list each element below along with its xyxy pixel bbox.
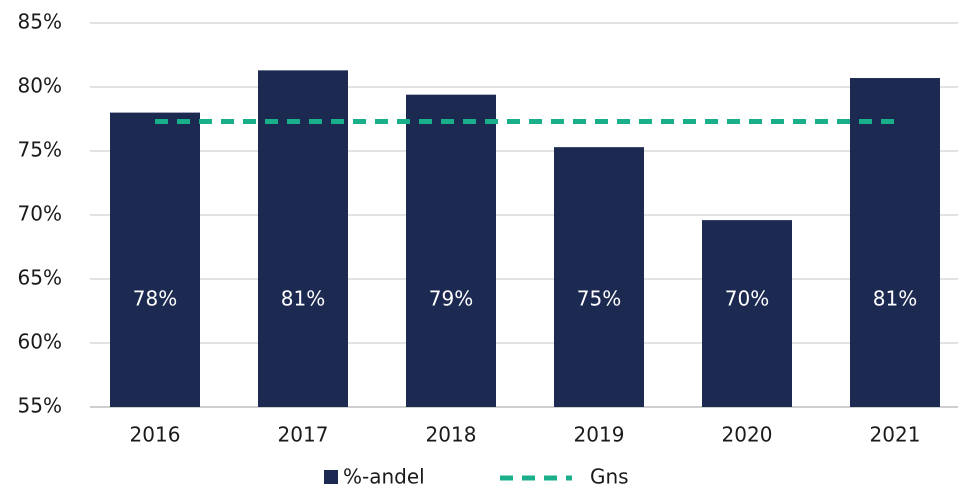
- data-label: 81%: [873, 287, 917, 311]
- legend-label: %-andel: [343, 465, 425, 489]
- data-label: 78%: [133, 287, 177, 311]
- legend-label: Gns: [590, 465, 629, 489]
- x-tick-label: 2021: [870, 423, 921, 447]
- bar: [110, 112, 200, 407]
- data-label: 75%: [577, 287, 621, 311]
- bar: [702, 220, 792, 407]
- bar: [850, 78, 940, 407]
- x-tick-label: 2017: [278, 423, 329, 447]
- y-tick-label: 55%: [18, 394, 62, 418]
- x-tick-label: 2016: [130, 423, 181, 447]
- data-label: 79%: [429, 287, 473, 311]
- x-tick-label: 2018: [426, 423, 477, 447]
- y-tick-label: 80%: [18, 74, 62, 98]
- x-tick-label: 2020: [722, 423, 773, 447]
- x-tick-label: 2019: [574, 423, 625, 447]
- bar: [406, 94, 496, 408]
- y-tick-label: 60%: [18, 330, 62, 354]
- data-label: 81%: [281, 287, 325, 311]
- data-label: 70%: [725, 287, 769, 311]
- bar: [258, 70, 348, 408]
- y-tick-label: 75%: [18, 138, 62, 162]
- legend-swatch: [324, 470, 338, 484]
- y-tick-label: 65%: [18, 266, 62, 290]
- bar: [554, 147, 644, 407]
- y-tick-label: 70%: [18, 202, 62, 226]
- y-tick-label: 85%: [18, 10, 62, 34]
